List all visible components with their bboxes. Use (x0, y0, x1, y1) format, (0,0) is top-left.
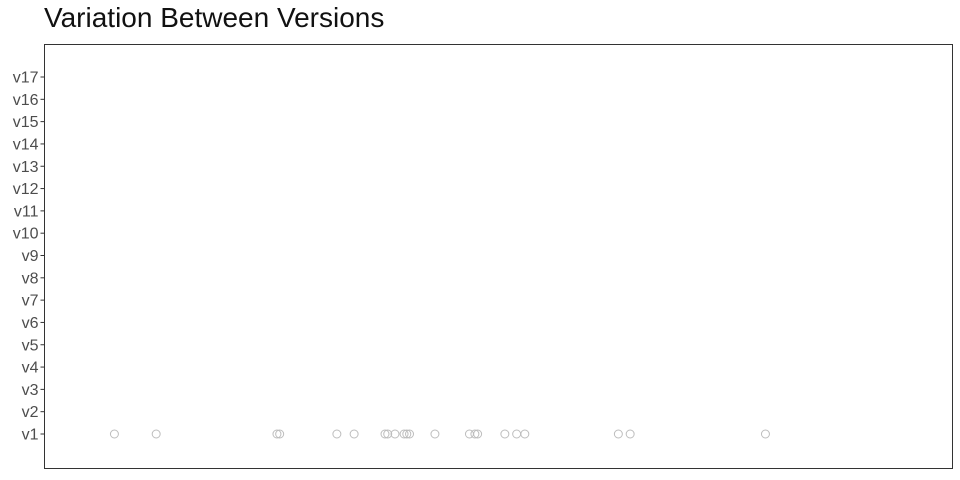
data-point (383, 429, 393, 439)
data-point (332, 429, 342, 439)
data-point (470, 429, 480, 439)
y-tick-label: v2 (22, 404, 39, 421)
y-tick-label: v4 (22, 360, 39, 377)
y-tick-label: v17 (13, 70, 39, 87)
plot-panel (44, 44, 953, 469)
y-tick-label: v13 (13, 159, 39, 176)
y-tick-label: v16 (13, 92, 39, 109)
data-points (109, 429, 770, 439)
data-point (613, 429, 623, 439)
y-tick-label: v6 (22, 315, 39, 332)
data-point (349, 429, 359, 439)
data-point (402, 429, 412, 439)
y-tick-label: v1 (22, 427, 39, 444)
data-point (390, 429, 400, 439)
data-point (625, 429, 635, 439)
data-point (399, 429, 409, 439)
data-point (380, 429, 390, 439)
y-tick-label: v15 (13, 114, 39, 131)
y-tick-label: v3 (22, 382, 39, 399)
data-point (430, 429, 440, 439)
y-tick-label: v10 (13, 226, 39, 243)
y-axis: v1 v2 v3 v4 v5 v6 v7 v8 v9 v10 v11 v12 v13 v14 v15 v16 v… (13, 70, 45, 444)
data-point (520, 429, 530, 439)
chart-title: Variation Between Versions (44, 2, 385, 33)
data-point (109, 429, 119, 439)
y-tick-label: v5 (22, 337, 39, 354)
data-point (272, 429, 282, 439)
data-point (405, 429, 415, 439)
data-point (275, 429, 285, 439)
data-point (760, 429, 770, 439)
y-tick-label: v11 (14, 203, 39, 220)
data-point (500, 429, 510, 439)
y-tick-label: v7 (22, 293, 39, 310)
y-tick-label: v14 (13, 136, 39, 153)
y-tick-label: v9 (22, 248, 39, 265)
data-point (473, 429, 483, 439)
data-point (512, 429, 522, 439)
y-tick-label: v8 (22, 270, 39, 287)
data-point (151, 429, 161, 439)
y-tick-label: v12 (13, 181, 39, 198)
